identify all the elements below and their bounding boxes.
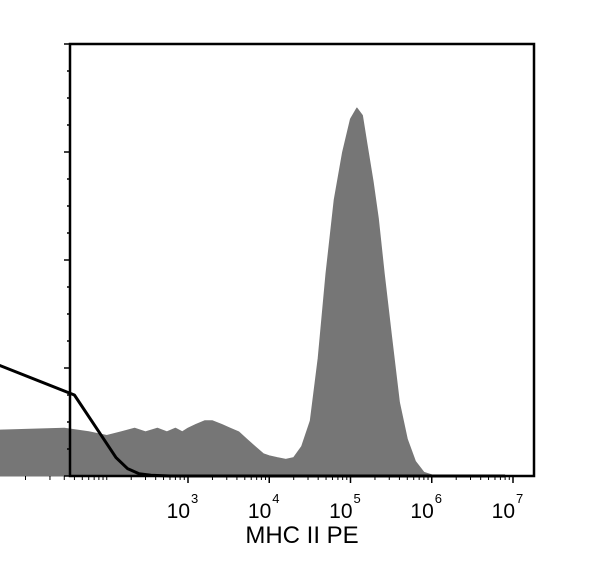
x-tick-label-exponent: 5 xyxy=(354,491,361,506)
x-tick-label-base: 10 xyxy=(167,500,190,523)
x-axis-tick-labels: -103-102103104105106107 xyxy=(167,491,524,523)
x-tick-label-exponent: 4 xyxy=(272,491,279,506)
x-tick-label: 105 xyxy=(329,491,361,523)
x-axis-title: MHC II PE xyxy=(245,522,358,549)
x-tick-label-base: 10 xyxy=(329,500,352,523)
x-tick-label-base: 10 xyxy=(410,500,433,523)
x-axis-ticks xyxy=(25,476,514,483)
x-tick-label-base: 10 xyxy=(492,500,515,523)
x-tick-label-exponent: 3 xyxy=(191,491,198,506)
series-outline-histogram xyxy=(0,363,506,478)
x-tick-label: 106 xyxy=(410,491,442,523)
x-tick-label-base: 10 xyxy=(248,500,271,523)
series-layer xyxy=(0,107,506,478)
x-tick-label: 104 xyxy=(248,491,280,523)
x-tick-label: 107 xyxy=(492,491,524,523)
x-tick-label: 103 xyxy=(167,491,199,523)
x-tick-label-exponent: 6 xyxy=(435,491,442,506)
series-filled-histogram xyxy=(0,107,501,477)
y-axis-ticks xyxy=(64,43,70,477)
x-tick-label-exponent: 7 xyxy=(516,491,523,506)
